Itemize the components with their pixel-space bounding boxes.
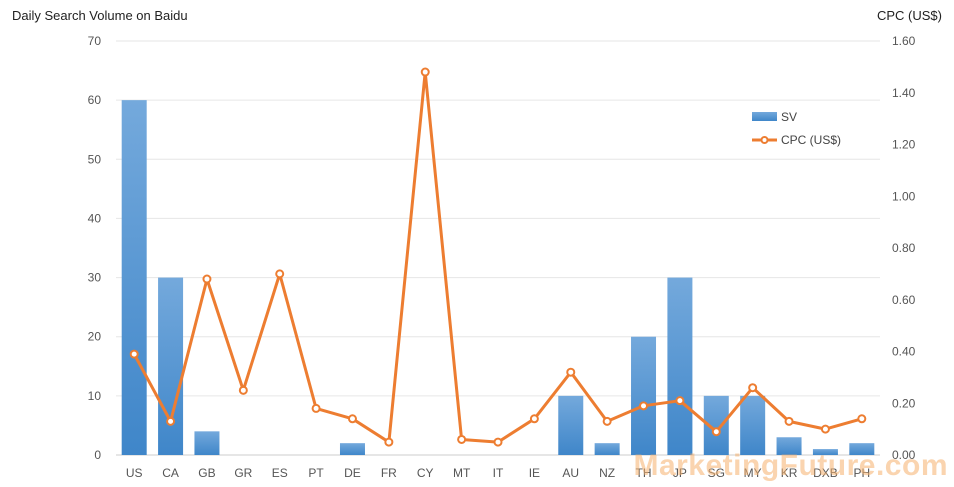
category-label: PT (308, 466, 324, 480)
gridlines (116, 40, 880, 456)
cpc-point-nz (602, 416, 612, 426)
category-label: JP (673, 466, 687, 480)
cpc-point-kr (784, 416, 794, 426)
category-label: ES (272, 466, 288, 480)
cpc-point-ca (166, 416, 176, 426)
category-label: AU (562, 466, 579, 480)
cpc-point-cy (420, 67, 430, 77)
bar-nz (594, 443, 620, 455)
category-label: FR (381, 466, 397, 480)
bar-jp (667, 277, 693, 455)
category-label: GR (234, 466, 252, 480)
category-axis: US CA GB GR ES PT DE FR CY MT IT IE AU NZ TH JP SG MY KR DX… (126, 466, 870, 480)
right-tick-label: 1.00 (892, 189, 916, 203)
category-label: US (126, 466, 143, 480)
left-tick-label: 70 (88, 34, 102, 48)
cpc-point-gb (202, 274, 212, 284)
bar-my (740, 395, 766, 455)
cpc-point-th (639, 401, 649, 411)
cpc-point-es (275, 269, 285, 279)
cpc-point-it (493, 437, 503, 447)
right-tick-label: 1.20 (892, 138, 916, 152)
left-tick-label: 20 (88, 330, 102, 344)
left-tick-label: 40 (88, 211, 102, 225)
right-tick-label: 0.80 (892, 241, 916, 255)
cpc-point-au (566, 367, 576, 377)
cpc-point-sg (711, 427, 721, 437)
category-label: CA (162, 466, 179, 480)
cpc-point-ie (529, 414, 539, 424)
sv-bars (121, 100, 875, 456)
cpc-point-my (748, 383, 758, 393)
right-axis: 0.00 0.20 0.40 0.60 0.80 1.00 1.20 1.40 1.60 (892, 34, 916, 462)
left-tick-label: 10 (88, 389, 102, 403)
bar-dxb (812, 449, 838, 455)
cpc-point-jp (675, 396, 685, 406)
left-tick-label: 30 (88, 271, 102, 285)
cpc-point-de (347, 414, 357, 424)
legend-sv-swatch (752, 112, 777, 121)
left-tick-label: 60 (88, 93, 102, 107)
category-label: CY (417, 466, 434, 480)
bar-ph (849, 443, 875, 455)
left-tick-label: 0 (94, 448, 101, 462)
category-label: IE (529, 466, 540, 480)
category-label: MT (453, 466, 471, 480)
right-tick-label: 0.00 (892, 448, 916, 462)
right-tick-label: 1.60 (892, 34, 916, 48)
legend-cpc-label: CPC (US$) (781, 133, 841, 147)
bar-us (121, 100, 147, 456)
category-label: NZ (599, 466, 615, 480)
legend-sv-label: SV (781, 110, 797, 124)
category-label: SG (708, 466, 725, 480)
bar-kr (776, 437, 802, 455)
cpc-line (129, 67, 867, 447)
category-label: IT (493, 466, 504, 480)
bar-th (631, 336, 657, 455)
right-tick-label: 0.20 (892, 396, 916, 410)
left-tick-label: 50 (88, 152, 102, 166)
category-label: KR (781, 466, 798, 480)
right-tick-label: 1.40 (892, 86, 916, 100)
cpc-point-dxb (820, 424, 830, 434)
category-label: TH (636, 466, 652, 480)
cpc-point-ph (857, 414, 867, 424)
cpc-point-gr (238, 385, 248, 395)
category-label: GB (198, 466, 215, 480)
category-label: DE (344, 466, 361, 480)
right-axis-title: CPC (US$) (876, 8, 942, 23)
left-axis: 0 10 20 30 40 50 60 70 (88, 34, 102, 462)
right-tick-label: 0.60 (892, 293, 916, 307)
legend: SV CPC (US$) (752, 110, 841, 147)
right-tick-label: 0.40 (892, 345, 916, 359)
bar-au (558, 395, 584, 455)
category-label: PH (853, 466, 870, 480)
bar-de (339, 443, 365, 455)
legend-cpc-marker (760, 136, 769, 144)
cpc-point-us (129, 349, 139, 359)
cpc-point-pt (311, 403, 321, 413)
bar-ca (158, 277, 184, 455)
chart-title: Daily Search Volume on Baidu (12, 8, 188, 23)
category-label: MY (744, 466, 762, 480)
cpc-point-mt (457, 434, 467, 444)
category-label: DXB (813, 466, 838, 480)
bar-gb (194, 431, 220, 455)
cpc-point-fr (384, 437, 394, 447)
